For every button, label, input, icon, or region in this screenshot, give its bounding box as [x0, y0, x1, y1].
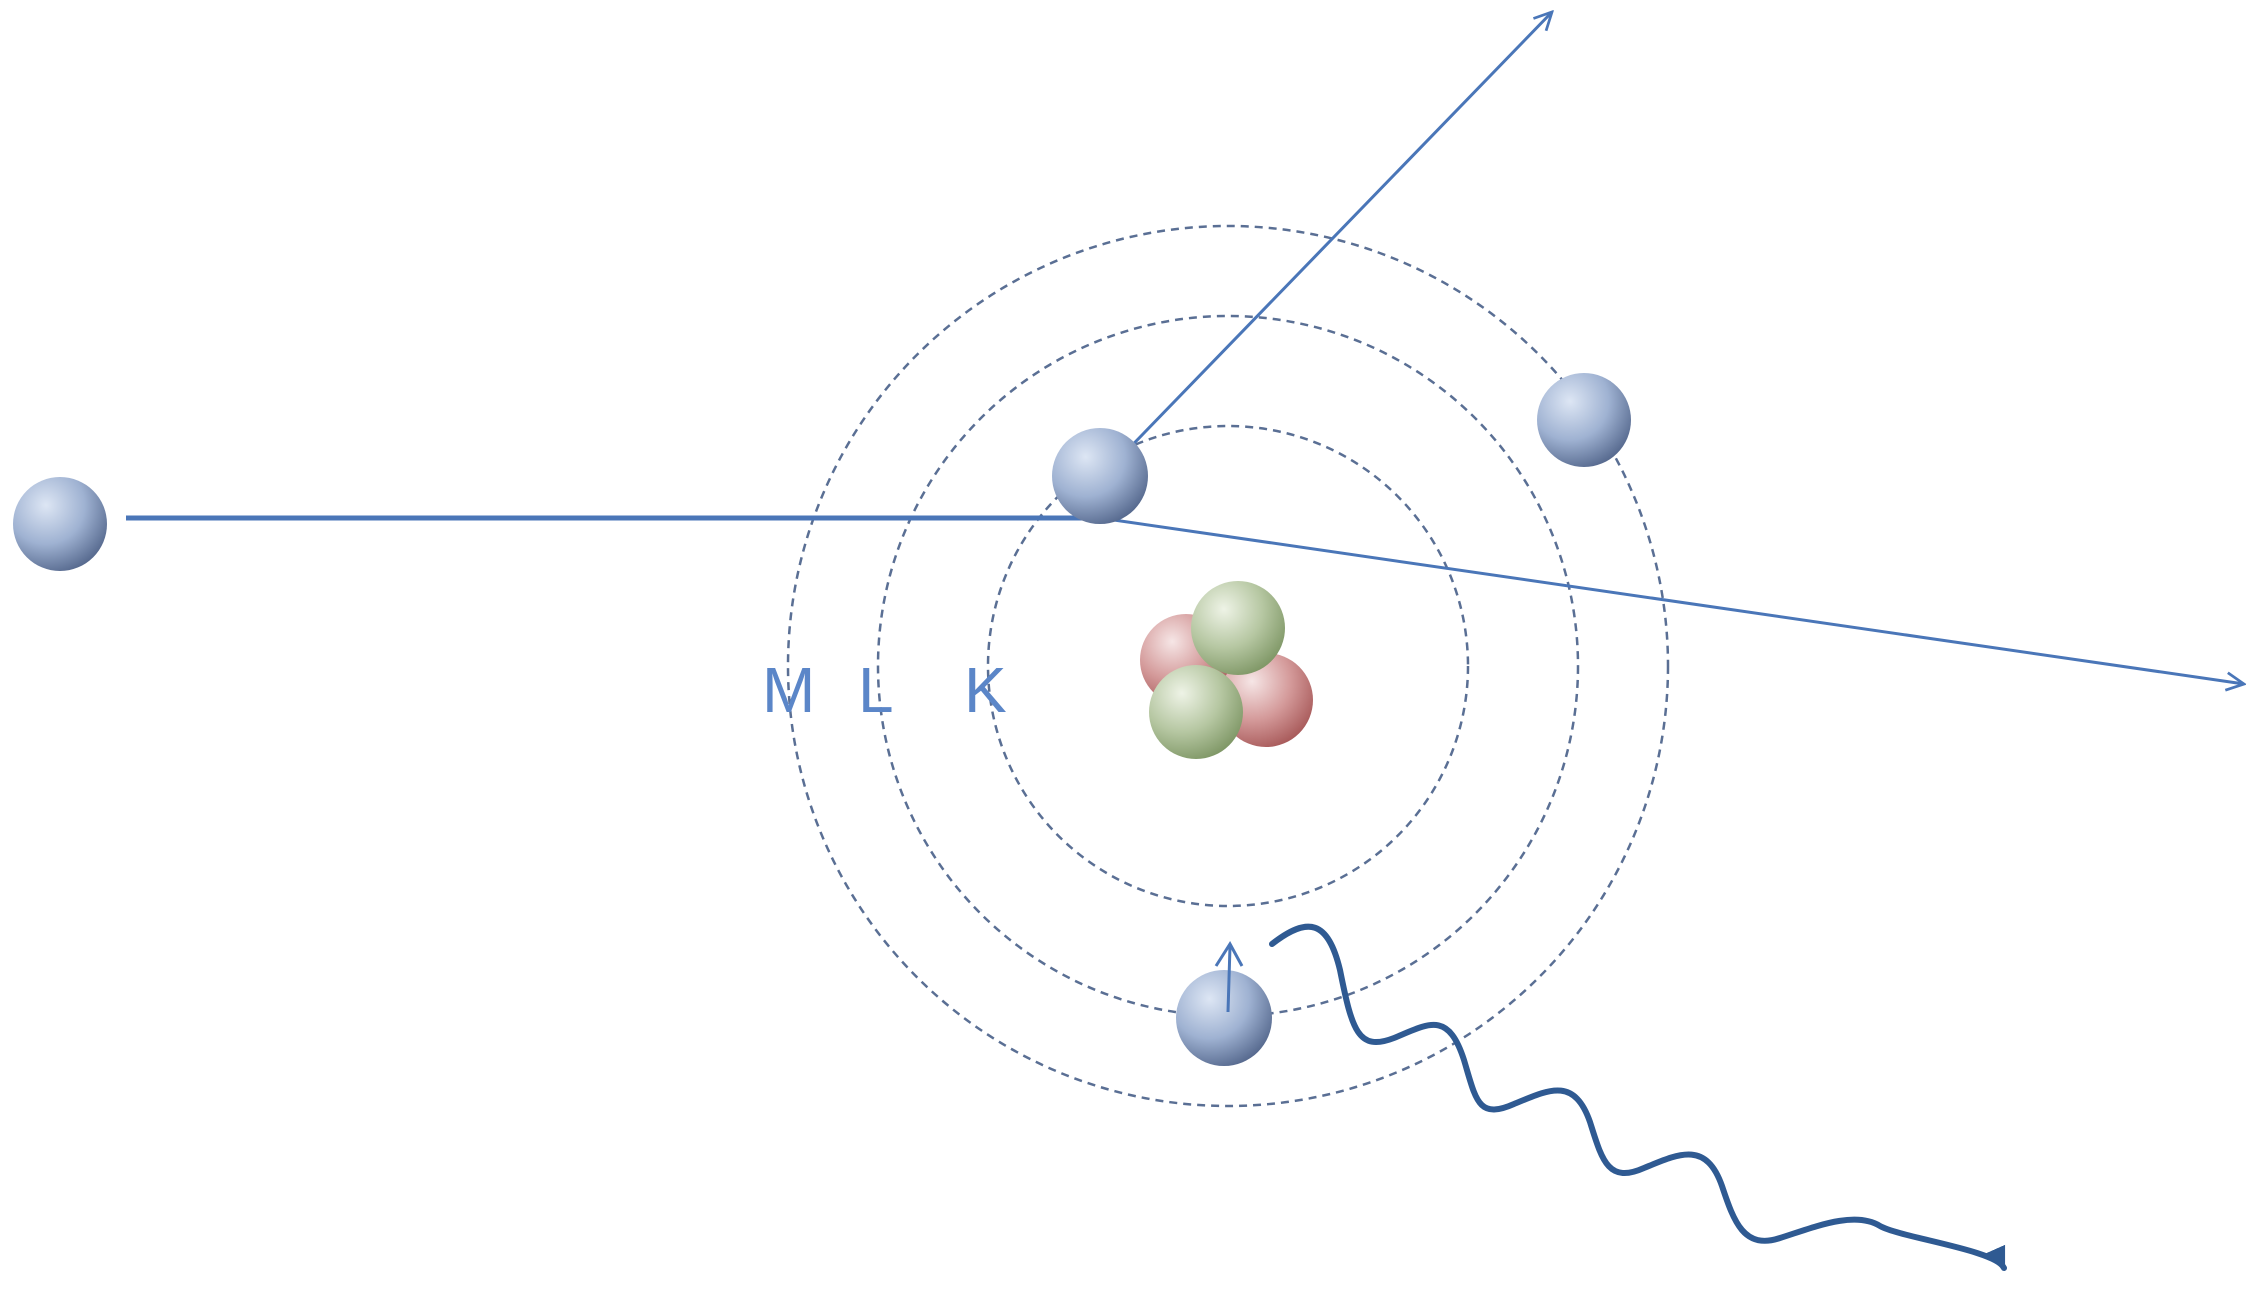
nucleus-cluster-icon — [1140, 581, 1313, 759]
proton — [1219, 653, 1313, 747]
m-shell-orbit — [786, 224, 1670, 1108]
m-shell-label: M — [762, 654, 815, 726]
l-shell-electron-sphere-icon — [1176, 970, 1272, 1066]
k-shell-electron-sphere-icon — [1052, 428, 1148, 524]
neutron — [1149, 665, 1243, 759]
neutron — [1191, 581, 1285, 675]
k-shell-label: K — [964, 654, 1007, 726]
k-shell-orbit — [986, 424, 1470, 908]
m-shell-electron-sphere-icon — [1537, 373, 1631, 467]
photon-wavy-arrow-icon — [1269, 923, 2007, 1271]
incident-electron-sphere-icon — [13, 477, 107, 571]
scattered-path-arrow — [1099, 516, 2244, 684]
transition-arrow — [1214, 941, 1244, 1013]
ejected-electron-arrow — [1110, 12, 1552, 468]
l-shell-label: L — [858, 654, 894, 726]
shell-labels: M L K — [762, 654, 1007, 726]
